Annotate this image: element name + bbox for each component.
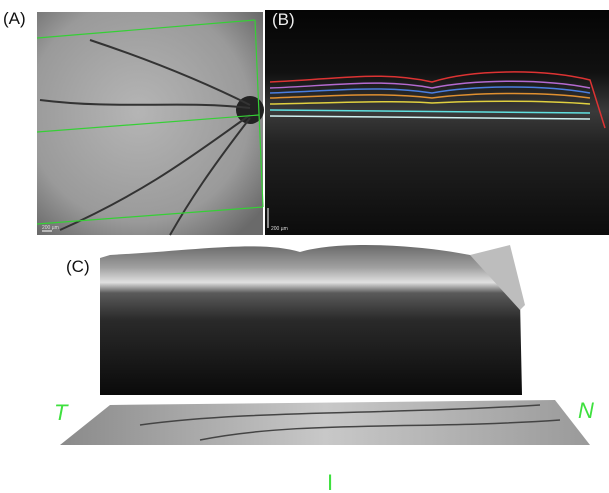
panel-label: (A) [3,9,26,28]
panel-label: (B) [272,10,295,29]
scale-label: 200 µm [271,226,288,232]
oct-volume [100,245,522,395]
axis-label: T [54,400,69,425]
panel-label: (C) [66,257,90,276]
panel-b: 200 µm (B) [265,10,609,235]
panel-a: 200 µm (A) [3,9,264,235]
figure: 200 µm (A) 200 µm (B) (C) T N I [0,0,609,493]
panel-c: (C) T N I [54,245,594,493]
axis-label: N [578,398,594,423]
axis-label: I [327,470,333,493]
scale-label: 200 µm [42,225,59,231]
oct-bscan [265,10,609,235]
